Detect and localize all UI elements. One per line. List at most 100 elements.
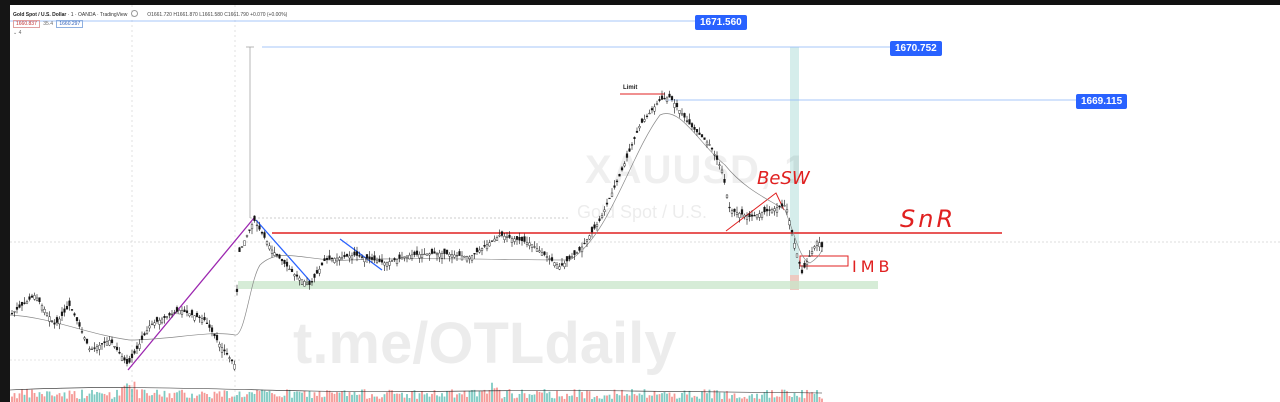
volume-bar-311 <box>788 396 791 402</box>
volume-bar-290 <box>736 398 738 402</box>
volume-bar-231 <box>588 391 591 402</box>
volume-bar-166 <box>426 393 428 402</box>
sell-button[interactable]: 1660.837 <box>13 20 40 28</box>
candle-body-160 <box>410 254 414 259</box>
volume-bar-230 <box>586 390 588 402</box>
volume-bar-41 <box>113 397 116 402</box>
volume-bar-184 <box>471 390 473 402</box>
volume-bar-185 <box>473 389 476 402</box>
candle-body-202 <box>515 236 519 240</box>
volume-bar-135 <box>348 392 351 402</box>
volume-bar-210 <box>536 390 538 402</box>
candle-body-281 <box>713 154 716 156</box>
volume-bar-174 <box>446 391 448 402</box>
candle-body-188 <box>480 247 484 251</box>
candle-body-7 <box>28 296 31 300</box>
volume-bar-277 <box>703 389 706 402</box>
candle-body-301 <box>763 207 766 213</box>
candle-body-182 <box>465 256 469 262</box>
candle-body-178 <box>455 255 459 257</box>
candle-body-21 <box>63 308 66 313</box>
volume-bar-251 <box>638 393 641 402</box>
price-chart[interactable] <box>10 5 1280 402</box>
candle-body-146 <box>375 260 379 263</box>
volume-bar-83 <box>218 391 221 402</box>
price-label-1669[interactable]: 1669.115 <box>1076 94 1128 109</box>
candle-body-231 <box>588 235 591 240</box>
volume-bar-23 <box>68 390 71 402</box>
volume-bar-8 <box>31 389 33 402</box>
candle-body-58 <box>155 317 159 322</box>
candle-body-59 <box>158 320 161 325</box>
candle-body-316 <box>800 269 804 274</box>
price-label-1671[interactable]: 1671.560 <box>695 15 747 30</box>
volume-bar-82 <box>216 393 218 402</box>
legend-sep-3: · <box>96 12 100 18</box>
candle-body-246 <box>625 153 629 158</box>
price-label-1670[interactable]: 1670.752 <box>890 41 942 56</box>
candle-body-34 <box>95 346 99 351</box>
volume-bar-202 <box>516 397 518 402</box>
candle-body-153 <box>393 258 396 261</box>
volume-bar-279 <box>708 389 711 402</box>
volume-bar-81 <box>213 391 216 402</box>
volume-bar-278 <box>706 393 708 402</box>
candle-body-227 <box>578 247 581 251</box>
candle-body-129 <box>333 258 336 263</box>
candle-body-95 <box>248 229 251 231</box>
candle-body-189 <box>483 245 486 247</box>
volume-bar-250 <box>636 395 638 402</box>
volume-bar-111 <box>288 389 291 402</box>
candle-body-262 <box>665 97 669 102</box>
chevron-down-icon[interactable]: ⌄ <box>13 30 18 36</box>
candle-body-223 <box>568 255 571 260</box>
volume-bar-209 <box>533 394 536 402</box>
candle-body-102 <box>265 241 269 245</box>
volume-bar-70 <box>186 397 188 402</box>
chart-canvas[interactable]: Gold Spot / U.S. Dollar · 1 · OANDA · Tr… <box>10 5 1280 402</box>
volume-bar-101 <box>263 390 266 402</box>
candle-body-65 <box>173 312 176 314</box>
candle-body-48 <box>130 353 134 358</box>
candle-body-317 <box>803 263 806 268</box>
candle-body-174 <box>445 249 449 255</box>
candle-body-132 <box>340 256 344 260</box>
volume-bar-255 <box>648 395 651 402</box>
candle-body-284 <box>720 169 724 173</box>
volume-bar-259 <box>658 394 661 402</box>
buy-button[interactable]: 1660.297 <box>56 20 84 28</box>
candle-body-164 <box>420 253 424 258</box>
volume-bar-36 <box>101 393 103 402</box>
volume-bar-280 <box>711 398 713 402</box>
legend-title-row[interactable]: Gold Spot / U.S. Dollar · 1 · OANDA · Tr… <box>13 10 287 18</box>
imb-box <box>799 255 849 267</box>
volume-bar-196 <box>501 398 503 402</box>
volume-bar-119 <box>308 390 311 402</box>
candle-body-251 <box>638 126 641 129</box>
volume-bar-149 <box>383 394 386 402</box>
volume-bar-296 <box>751 394 753 402</box>
candle-body-38 <box>105 341 109 346</box>
symbol-name[interactable]: Gold Spot / U.S. Dollar <box>13 12 67 18</box>
volume-bar-129 <box>333 393 336 402</box>
volume-bar-44 <box>121 387 123 402</box>
candle-body-128 <box>330 257 334 260</box>
volume-bar-187 <box>478 391 481 402</box>
indicator-toggle[interactable]: ⌄ 4 <box>13 30 21 36</box>
candle-body-119 <box>308 280 311 285</box>
volume-bar-124 <box>321 397 323 402</box>
candle-body-263 <box>668 93 671 98</box>
trend-line-1 <box>255 219 311 282</box>
candle-body-177 <box>453 254 456 258</box>
candle-body-49 <box>133 350 136 354</box>
volume-bar-12 <box>41 394 43 402</box>
candle-body-120 <box>310 281 314 283</box>
volume-bar-65 <box>173 392 176 402</box>
volume-bar-263 <box>668 392 671 402</box>
volume-bar-220 <box>561 396 563 402</box>
volume-bar-171 <box>438 396 441 402</box>
candle-body-236 <box>600 215 604 218</box>
candle-body-141 <box>363 257 366 263</box>
candle-body-142 <box>365 254 369 259</box>
demand-zone <box>238 281 878 289</box>
